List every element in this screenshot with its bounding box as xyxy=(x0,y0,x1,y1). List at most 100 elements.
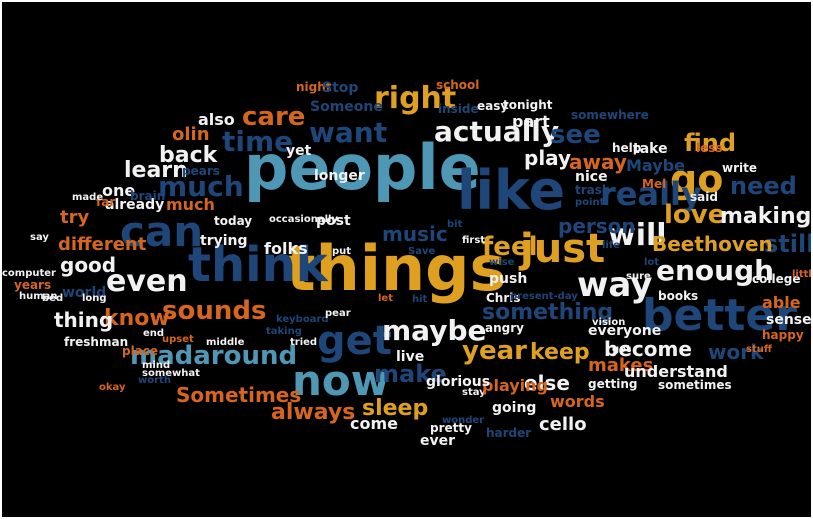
word-73: Mel xyxy=(642,177,667,191)
word-88: post xyxy=(316,213,351,229)
word-131: bed xyxy=(42,293,64,304)
word-63: inside xyxy=(438,102,479,116)
word-59: olin xyxy=(172,124,210,145)
word-76: trash xyxy=(575,183,611,197)
word-137: going xyxy=(492,400,537,416)
word-19: will xyxy=(608,218,667,253)
word-22: really xyxy=(600,175,702,213)
word-143: harder xyxy=(486,426,532,440)
word-47: else xyxy=(524,371,570,395)
word-105: stuff xyxy=(746,344,772,355)
word-140: pretty xyxy=(430,421,472,435)
word-100: little xyxy=(792,269,811,280)
word-141: ever xyxy=(420,433,456,449)
word-43: work xyxy=(708,340,764,364)
word-125: place xyxy=(122,344,159,358)
word-123: okay xyxy=(99,382,126,393)
word-24: keep xyxy=(530,340,590,365)
word-23: love xyxy=(664,200,726,230)
word-34: making xyxy=(720,204,811,229)
word-28: actually xyxy=(434,115,560,148)
word-138: words xyxy=(550,392,605,411)
word-128: human xyxy=(19,291,58,302)
word-9: go xyxy=(670,157,724,201)
word-55: one xyxy=(102,181,136,200)
word-35: music xyxy=(382,222,448,246)
word-87: folks xyxy=(264,239,308,258)
word-133: freshman xyxy=(64,335,129,349)
word-81: already xyxy=(105,197,165,213)
word-44: always xyxy=(271,400,356,425)
word-144: cello xyxy=(539,414,587,435)
word-32: still xyxy=(764,230,811,258)
word-109: angry xyxy=(485,321,524,335)
word-94: push xyxy=(489,271,528,287)
word-12: time xyxy=(222,125,294,158)
word-10: even xyxy=(106,264,188,299)
word-68: help xyxy=(612,141,642,155)
word-117: taking xyxy=(266,326,302,337)
word-20: maybe xyxy=(382,314,487,347)
word-120: middle xyxy=(206,337,245,348)
word-50: person xyxy=(558,214,636,238)
word-108: everyone xyxy=(588,323,662,339)
word-31: need xyxy=(730,172,797,200)
word-86: trying xyxy=(200,233,248,249)
word-106: sometimes xyxy=(658,378,732,392)
word-71: Maybe xyxy=(626,156,685,175)
word-4: can xyxy=(120,207,204,256)
word-95: Chris xyxy=(486,291,521,305)
word-74: said xyxy=(690,190,718,204)
word-97: sure xyxy=(626,271,651,282)
word-72: write xyxy=(722,161,757,175)
word-45: sleep xyxy=(362,396,429,421)
word-92: first xyxy=(462,235,486,246)
word-101: books xyxy=(658,289,699,303)
word-121: mind xyxy=(142,360,171,371)
word-90: put xyxy=(332,246,352,257)
word-122: worth xyxy=(138,375,171,386)
word-48: makes xyxy=(588,355,654,376)
word-5: better xyxy=(642,290,797,341)
word-112: hit xyxy=(412,294,428,305)
word-139: wonder xyxy=(442,415,485,426)
word-113: let xyxy=(378,293,393,304)
word-61: Stop xyxy=(322,80,359,96)
word-17: madaround xyxy=(130,341,298,371)
word-0: people xyxy=(244,131,481,204)
word-126: world xyxy=(62,285,107,301)
word-103: sense xyxy=(766,312,811,328)
word-14: care xyxy=(242,102,306,132)
word-30: find xyxy=(684,129,737,157)
word-114: keyboard xyxy=(276,314,329,325)
word-80: pears xyxy=(182,164,220,178)
word-40: good xyxy=(60,253,117,277)
word-127: years xyxy=(14,278,52,292)
word-29: see xyxy=(550,120,601,150)
word-51: away xyxy=(569,150,627,174)
word-107: getting xyxy=(588,377,638,391)
word-85: today xyxy=(214,214,253,228)
word-98: lot xyxy=(644,257,660,268)
word-83: made xyxy=(72,192,104,203)
word-130: say xyxy=(30,232,49,243)
word-69: take xyxy=(633,141,668,157)
word-104: happy xyxy=(762,328,804,342)
word-26: feel xyxy=(482,232,538,262)
word-77: point xyxy=(575,197,605,208)
word-58: different xyxy=(58,234,147,255)
word-115: pear xyxy=(325,308,351,319)
word-3: think xyxy=(188,237,328,293)
word-27: enough xyxy=(656,254,775,287)
word-84: brain xyxy=(130,189,166,203)
word-25: make xyxy=(374,360,447,388)
word-53: part xyxy=(512,112,550,131)
word-119: upset xyxy=(162,334,194,345)
word-134: stay xyxy=(462,387,486,398)
word-132: long xyxy=(82,293,107,304)
word-135: playing xyxy=(482,376,548,395)
word-82: far xyxy=(96,195,116,209)
word-66: tonight xyxy=(503,98,553,112)
word-78: yet xyxy=(286,143,312,159)
word-7: now xyxy=(292,356,390,405)
